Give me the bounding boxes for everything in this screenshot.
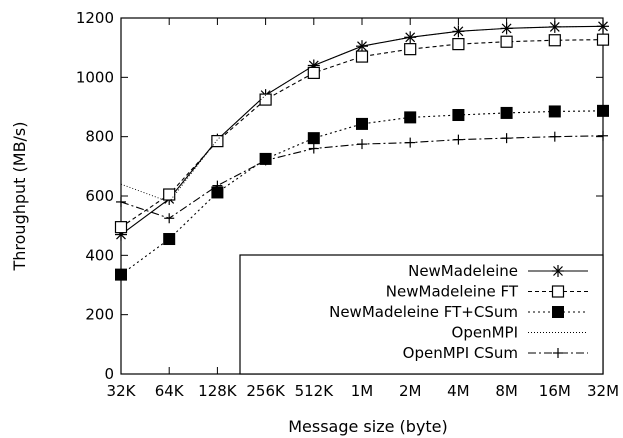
data-point-filled-square [356,117,368,130]
data-point-open-square [307,66,320,79]
data-point-open-square [548,34,561,47]
data-point-open-square [404,43,417,56]
legend-box [239,254,604,375]
data-point-plus [164,213,175,224]
y-tick-label: 200 [85,306,114,324]
legend-entry-label: NewMadeleine FT+CSum [329,303,518,321]
data-point-open-square [114,221,128,234]
data-point-plus [260,155,271,166]
series-line-1 [120,39,604,228]
data-point-filled-square [307,132,320,145]
legend-entry-label: NewMadeleine [408,262,518,280]
data-point-plus [453,134,464,145]
data-point-star [452,25,465,38]
data-point-open-square [500,35,513,48]
y-tick-label: 1000 [76,68,114,86]
data-point-open-square [163,188,176,201]
data-point-open-square [551,285,565,298]
series-line-2 [120,110,604,276]
x-tick-label: 32K [107,382,137,400]
x-tick-label: 4M [447,382,470,400]
data-point-open-square [355,50,369,63]
series-lines [114,20,610,281]
x-tick-label: 64K [155,382,185,400]
x-tick-label: 8M [495,382,518,400]
data-point-plus [598,130,608,141]
y-tick-label: 1200 [76,9,114,27]
x-tick-label: 256K [246,382,286,400]
axis-ticks: 0 200 400 600 800 1000 1200 32K 64K 128K 256K 512K 1… [76,9,619,400]
x-tick-label: 512K [295,382,335,400]
data-point-filled-square [500,106,513,119]
x-tick-label: 32M [587,382,619,400]
data-point-star [356,40,368,53]
data-point-filled-square [548,105,561,118]
data-point-star [404,31,417,44]
data-point-filled-square [552,306,564,318]
y-tick-label: 600 [85,187,114,205]
y-axis-label: Throughput (MB/s) [10,121,29,271]
data-point-plus [308,143,319,154]
data-point-plus [553,348,563,358]
x-axis-label: Message size (byte) [288,417,448,436]
data-point-plus [357,139,367,150]
y-tick-label: 0 [104,365,114,383]
data-point-plus [549,131,560,142]
data-point-plus [212,180,223,191]
x-tick-label: 2M [399,382,422,400]
legend-entry-label: NewMadeleine FT [386,283,519,301]
legend-entry-label: OpenMPI CSum [403,344,518,362]
data-point-open-square [452,38,465,51]
data-point-filled-square [163,233,176,246]
data-point-plus [405,137,416,148]
data-point-plus [501,133,512,144]
data-point-filled-square [404,111,417,124]
x-tick-label: 1M [351,382,374,400]
y-tick-label: 800 [85,128,114,146]
legend-entry-label: OpenMPI [452,324,518,342]
data-point-open-square [596,33,610,46]
data-point-filled-square [115,268,127,281]
data-point-plus [116,196,126,207]
x-tick-label: 16M [539,382,571,400]
data-point-open-square [259,93,272,106]
y-tick-label: 400 [85,246,114,264]
data-point-filled-square [597,104,609,117]
data-point-star [552,265,564,277]
data-point-open-square [211,135,224,148]
legend: NewMadeleine NewMadeleine FT NewMadeleine … [239,254,604,375]
x-tick-label: 128K [198,382,238,400]
data-point-filled-square [452,109,465,122]
data-point-filled-square [211,186,224,199]
